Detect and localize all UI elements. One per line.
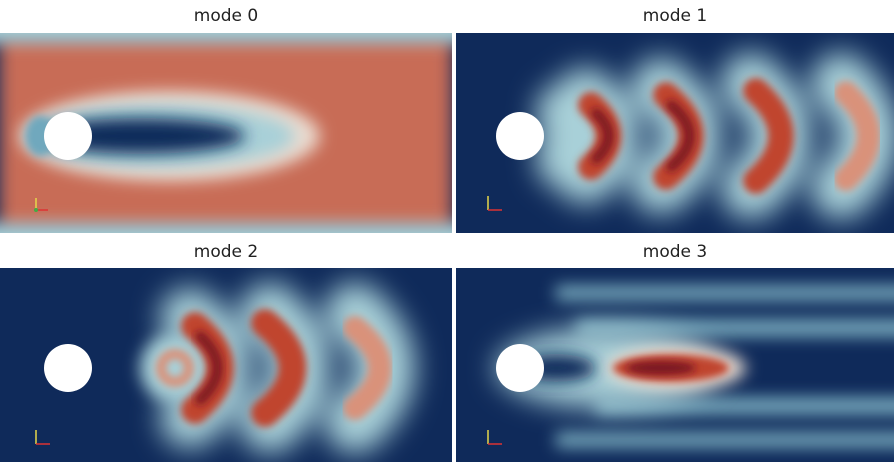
- viewer: mode 0 mode 1: [0, 0, 894, 462]
- panel: mode 1: [456, 0, 894, 233]
- field: [0, 268, 452, 462]
- panel: mode 2: [0, 238, 452, 462]
- panel-title: mode 2: [0, 242, 452, 262]
- field: [0, 33, 452, 233]
- field: [456, 33, 894, 233]
- panel-title: mode 3: [456, 242, 894, 262]
- panel-title: mode 0: [0, 6, 452, 26]
- field: [456, 268, 894, 462]
- panel: mode 0: [0, 0, 452, 233]
- panel-title: mode 1: [456, 6, 894, 26]
- panel: mode 3: [456, 238, 894, 462]
